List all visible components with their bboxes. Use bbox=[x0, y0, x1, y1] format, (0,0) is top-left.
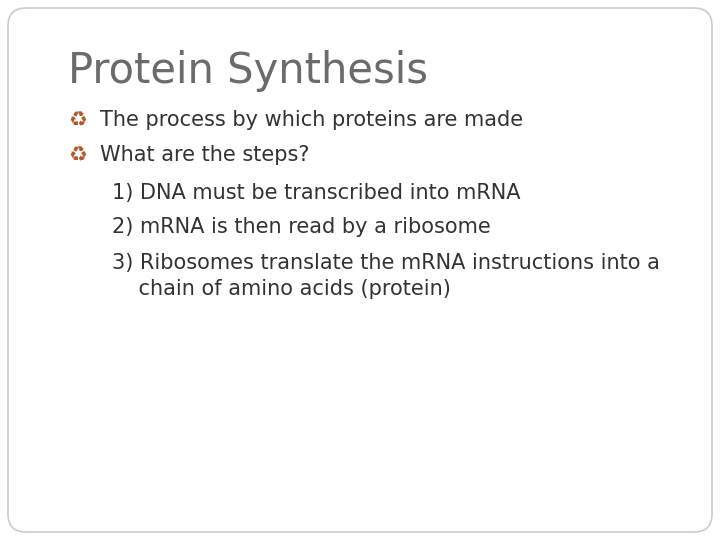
Text: 1) DNA must be transcribed into mRNA: 1) DNA must be transcribed into mRNA bbox=[112, 183, 521, 203]
Text: What are the steps?: What are the steps? bbox=[100, 145, 310, 165]
Text: ♻: ♻ bbox=[68, 145, 86, 165]
Text: 3) Ribosomes translate the mRNA instructions into a
    chain of amino acids (pr: 3) Ribosomes translate the mRNA instruct… bbox=[112, 253, 660, 299]
Text: ♻: ♻ bbox=[68, 110, 86, 130]
Text: Protein Synthesis: Protein Synthesis bbox=[68, 50, 428, 92]
FancyBboxPatch shape bbox=[8, 8, 712, 532]
Text: The process by which proteins are made: The process by which proteins are made bbox=[100, 110, 523, 130]
Text: 2) mRNA is then read by a ribosome: 2) mRNA is then read by a ribosome bbox=[112, 217, 491, 237]
